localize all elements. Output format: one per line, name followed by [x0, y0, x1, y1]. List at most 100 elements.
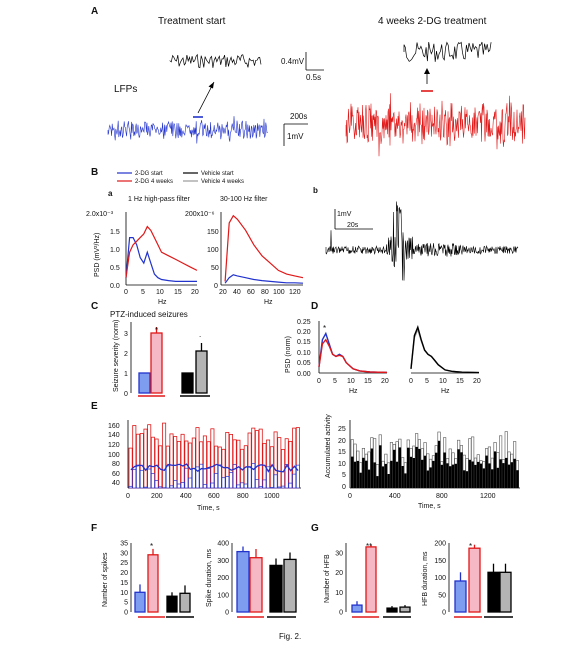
hist-bar-black	[351, 456, 354, 488]
hist-bar-black	[404, 473, 407, 488]
d-left-xtick-15: 15	[364, 378, 372, 385]
tick-label: 0	[124, 610, 128, 617]
ba-ylabel: PSD (mV²/Hz)	[94, 233, 101, 277]
bar-1	[365, 546, 377, 613]
e-ytick-140: 140	[108, 432, 120, 439]
hist-bar-blue	[229, 472, 233, 489]
ba-right-xtick-120: 120	[289, 289, 301, 296]
hist-bar-blue	[202, 484, 207, 489]
hist-bar-blue	[247, 466, 252, 489]
ba-right-axes	[220, 212, 303, 286]
d-ytick-025: 0.25	[297, 319, 311, 326]
e-left-bars	[128, 422, 300, 489]
f-right-ylabel: Spike duration, ms	[206, 549, 213, 607]
hist-bar-black	[516, 470, 519, 488]
ba-right-ytick-100: 100	[207, 247, 219, 254]
hist-bar-black	[457, 449, 460, 488]
tick-label: 200	[434, 541, 446, 548]
hist-bar-black	[381, 466, 385, 488]
hist-bar-black	[502, 463, 505, 488]
e-ytick-60: 60	[112, 471, 120, 478]
hist-bar-black	[446, 463, 449, 488]
tick-label: 150	[434, 558, 446, 565]
hist-bar-black	[471, 461, 474, 488]
hist-bar-blue	[169, 485, 174, 489]
ba-left-xtick-15: 15	[174, 289, 182, 296]
d-series-line-2	[410, 325, 480, 374]
hist-bar-blue	[273, 474, 278, 489]
e-right-ytick-20: 20	[338, 438, 346, 445]
tick-label: 25	[120, 560, 128, 567]
e-right-xtick-800: 800	[436, 493, 448, 500]
e-ytick-100: 100	[108, 452, 120, 459]
panel-label-d: D	[311, 301, 318, 312]
tick-label: 100	[434, 575, 446, 582]
hist-bar-red	[169, 433, 174, 489]
c-dot: .	[199, 330, 201, 339]
bb-seizure-trace	[325, 201, 519, 281]
hist-bar-black	[451, 464, 455, 488]
e-right-xtick-1200: 1200	[480, 493, 496, 500]
bar-0	[134, 591, 146, 613]
hist-bar-black	[370, 448, 374, 488]
hist-bar-black	[460, 452, 463, 488]
d-left-xlabel: Hz	[349, 388, 358, 395]
hist-bar-black	[485, 455, 488, 488]
hist-bar-black	[384, 463, 388, 488]
e-right-ytick-0: 0	[342, 484, 346, 491]
hist-bar-blue	[262, 479, 267, 489]
ba-right-xtick-100: 100	[273, 289, 285, 296]
hist-bar-black	[488, 463, 491, 488]
c-title: PTZ-induced seizures	[110, 310, 188, 319]
d-series-line-0	[318, 331, 388, 374]
ba-right-xtick-20: 20	[219, 289, 227, 296]
hist-bar-blue	[150, 473, 155, 489]
tick-label: 30	[335, 550, 343, 557]
panel-label-c: C	[91, 301, 98, 312]
hist-bar-blue	[206, 468, 211, 489]
e-right-ytick-5: 5	[342, 472, 346, 479]
e-xtick-800: 800	[237, 493, 249, 500]
hist-bar-black	[454, 463, 458, 488]
ba-left-axes	[125, 212, 197, 286]
hist-bar-black	[437, 440, 441, 488]
d-ytick-005: 0.05	[297, 360, 311, 367]
ba-left-xtick-5: 5	[141, 289, 145, 296]
hist-bar-blue	[251, 463, 256, 489]
tick-label: 50	[438, 592, 446, 599]
legend-veh-4w: Vehicle 4 weeks	[201, 179, 244, 185]
hist-bar-black	[493, 451, 497, 488]
bar-2	[166, 595, 178, 613]
treatment-start-label: Treatment start	[158, 16, 226, 27]
e-ytick-120: 120	[108, 442, 120, 449]
d-right-xtick-0: 0	[409, 378, 413, 385]
ba-left-ytick-05: 0.5	[110, 265, 120, 272]
d-axes	[318, 321, 479, 374]
hist-bar-black	[367, 469, 371, 488]
panel-label-f: F	[91, 523, 97, 534]
hist-bar-black	[507, 464, 511, 488]
e-right-ytick-25: 25	[338, 426, 346, 433]
tick-label: 300	[217, 558, 229, 565]
hist-bar-black	[412, 458, 416, 488]
hist-bar-blue	[128, 485, 133, 489]
ba-right-xtick-80: 80	[261, 289, 269, 296]
four-weeks-label: 4 weeks 2-DG treatment	[378, 16, 487, 27]
hist-bar-black	[409, 456, 413, 488]
g-right-ticks: 0 50 100 150 200	[434, 541, 446, 617]
ba-left-ytick-00: 0.0	[110, 283, 120, 290]
hist-bar-blue	[295, 464, 300, 489]
hist-bar-red	[128, 447, 133, 489]
d-series-line-3	[410, 327, 480, 374]
hist-bar-red	[143, 428, 148, 489]
hist-bar-blue	[191, 468, 196, 489]
ba-right-xtick-60: 60	[247, 289, 255, 296]
hist-bar-blue	[243, 483, 248, 489]
hist-bar-black	[362, 457, 365, 488]
hist-bar-black	[353, 461, 357, 488]
bar-2	[269, 564, 283, 613]
hist-bar-blue	[143, 486, 148, 489]
d-ylabel: PSD (norm)	[285, 336, 292, 373]
hist-bar-red	[258, 428, 263, 489]
hist-bar-blue	[195, 466, 200, 489]
